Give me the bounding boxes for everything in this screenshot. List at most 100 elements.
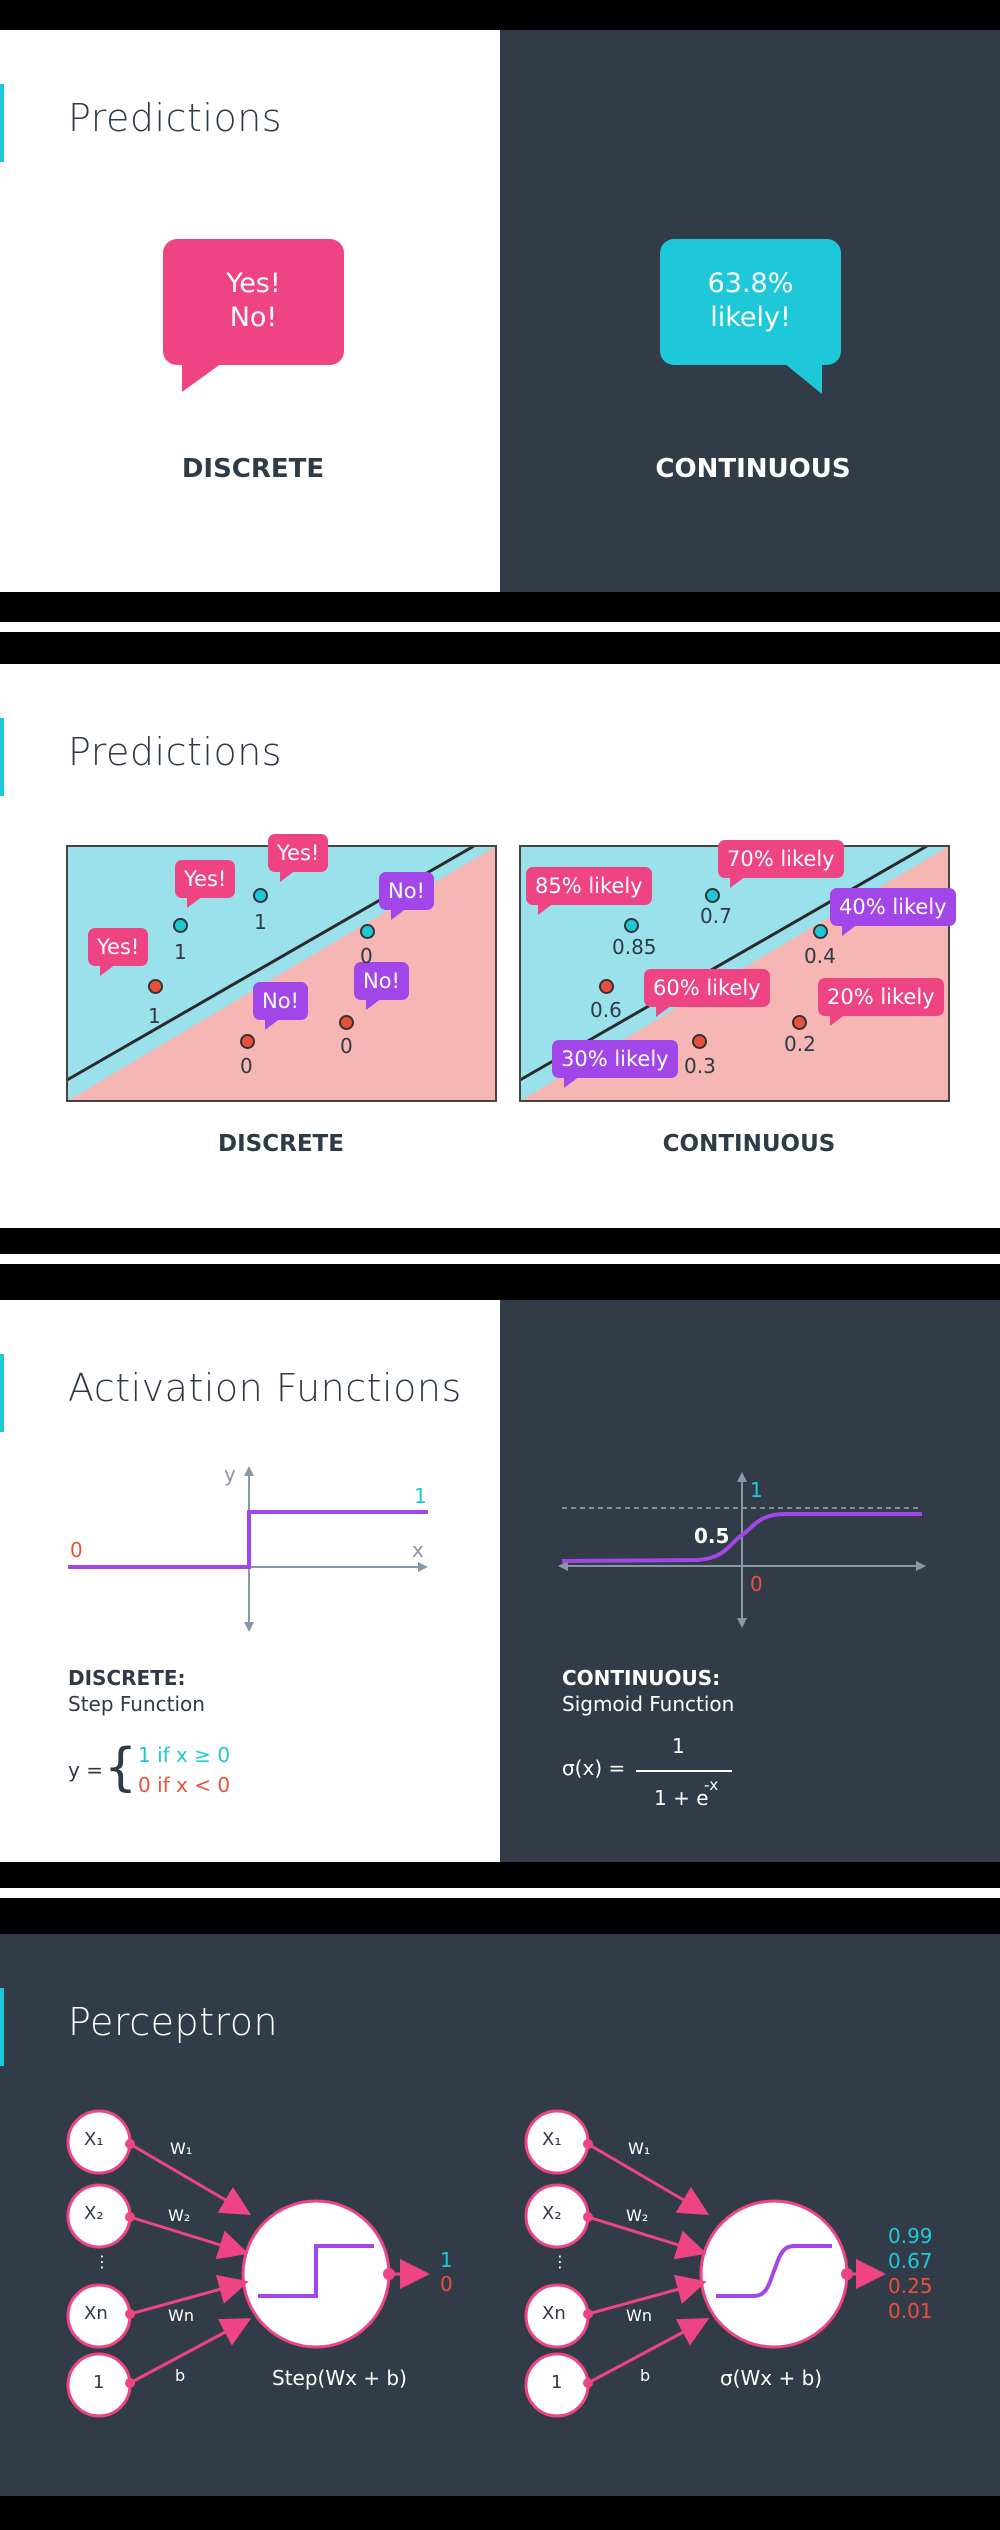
sigmoid-one-label: 1 (750, 1478, 763, 1502)
x-axis-arrow (916, 1561, 926, 1571)
bubble-line-yes: Yes! (226, 268, 281, 299)
discrete-label: DISCRETE (181, 454, 325, 484)
step-curve (68, 1510, 428, 1569)
data-point-label: 0.4 (804, 944, 836, 968)
title-accent-bar (0, 1354, 4, 1432)
continuous-bubble: 85% likely (526, 867, 652, 915)
data-point-label: 1 (174, 940, 187, 964)
output-dot (841, 2268, 853, 2280)
slide-predictions-1: Predictions Yes! No! DISCRETE 63.8% like… (0, 30, 1000, 592)
step-equation-lhs: y = (68, 1758, 103, 1782)
continuous-label: CONTINUOUS (662, 1131, 836, 1157)
step-zero-label: 0 (70, 1538, 83, 1562)
continuous-bubble: 30% likely (552, 1040, 678, 1088)
output-dot (383, 2268, 395, 2280)
data-point-label: 0 (240, 1054, 253, 1078)
discrete-bubble-yes: Yes! (175, 860, 236, 908)
sigmoid-half-label: 0.5 (694, 1524, 730, 1548)
sigmoid-equation-lhs: σ(x) = (562, 1756, 626, 1780)
page-title: Predictions (68, 96, 283, 140)
edge-b (587, 2318, 710, 2385)
edge-w1 (129, 2142, 252, 2216)
data-point-blue (813, 924, 828, 939)
edge-dot (125, 2309, 135, 2319)
data-point-label: 0.7 (700, 904, 732, 928)
step-equation-brace: { (104, 1738, 138, 1798)
edge-w2 (129, 2215, 249, 2260)
step-axis-x-label: x (412, 1538, 424, 1562)
data-point-label: 1 (254, 910, 267, 934)
perceptron-diagrams (66, 2109, 886, 2418)
continuous-label: CONTINUOUS (655, 454, 851, 484)
edge-wn (587, 2274, 707, 2316)
edge-wn (129, 2274, 249, 2316)
sigmoid-curve (561, 1512, 922, 1563)
page-title: Predictions (68, 730, 283, 774)
sigmoid-output-0: 0.99 (888, 2224, 933, 2248)
discrete-bubble-no: No! (354, 962, 409, 1010)
y-axis-arrow-down (737, 1618, 747, 1628)
bubble-line-percent: 63.8% (707, 268, 794, 299)
input-label-xn: Xn (84, 2303, 108, 2324)
divider-line (0, 1254, 1000, 1264)
weight-label-w2: W₂ (168, 2206, 191, 2225)
data-point-blue (253, 888, 268, 903)
page-title: Activation Functions (68, 1366, 462, 1410)
step-output-one: 1 (440, 2248, 453, 2272)
discrete-label: DISCRETE (218, 1131, 344, 1157)
data-point-red (792, 1015, 807, 1030)
weight-label-wn: Wn (626, 2306, 652, 2325)
title-accent-bar (0, 1988, 4, 2066)
data-point-red (240, 1034, 255, 1049)
data-point-red (692, 1034, 707, 1049)
x-axis-arrow (418, 1562, 428, 1572)
sigmoid-output-2: 0.25 (888, 2274, 933, 2298)
slide-predictions-2: Predictions Yes! Yes! Yes! No! No! No! 1… (0, 664, 1000, 1228)
continuous-subheading: Sigmoid Function (562, 1692, 735, 1716)
sigmoid-glyph (716, 2244, 832, 2298)
step-function-graph (68, 1466, 428, 1632)
bubble-line-likely: likely! (710, 302, 791, 333)
discrete-subheading: Step Function (68, 1692, 205, 1716)
weight-label-b: b (640, 2366, 651, 2385)
slide-activation-functions: Activation Functions y x 1 0 DISCRETE: S… (0, 1300, 1000, 1862)
sigmoid-function-graph (558, 1472, 926, 1628)
y-axis-arrow (737, 1472, 747, 1482)
weight-label-b: b (175, 2366, 186, 2385)
step-axis-y-label: y (224, 1462, 236, 1486)
step-perceptron (66, 2109, 430, 2418)
data-point-label: 0.85 (612, 935, 657, 959)
edge-w2 (587, 2215, 707, 2260)
data-point-label: 0.3 (684, 1054, 716, 1078)
step-glyph (258, 2244, 374, 2298)
edge-dot (125, 2378, 135, 2388)
edge-dot (583, 2309, 593, 2319)
slide-perceptron: Perceptron (0, 1934, 1000, 2496)
edge-dot (125, 2139, 135, 2149)
data-point-label: 0 (340, 1034, 353, 1058)
right-panel (500, 1300, 1000, 1862)
sigmoid-zero-label: 0 (750, 1572, 763, 1596)
discrete-bubble-no: No! (253, 982, 308, 1030)
y-axis-arrow (244, 1466, 254, 1476)
continuous-bubble: 40% likely (830, 888, 956, 936)
data-point-red (148, 979, 163, 994)
input-label-x2: X₂ (84, 2203, 104, 2224)
data-point-label: 1 (148, 1004, 161, 1028)
divider-line (0, 1888, 1000, 1898)
edge-dot (125, 2212, 135, 2222)
sigmoid-perceptron (524, 2109, 886, 2418)
continuous-bubble: 60% likely (644, 969, 770, 1017)
step-one-label: 1 (414, 1484, 427, 1508)
weight-label-w1: W₁ (628, 2139, 651, 2158)
input-ellipsis: ⋮ (552, 2252, 568, 2271)
continuous-bubble: 70% likely (718, 840, 844, 888)
discrete-speech-bubble: Yes! No! (163, 239, 344, 365)
input-label-x1: X₁ (542, 2129, 562, 2150)
continuous-speech-bubble: 63.8% likely! (660, 239, 841, 365)
data-point-blue (173, 918, 188, 933)
data-point-blue (705, 888, 720, 903)
edge-w1 (587, 2142, 710, 2216)
data-point-red (599, 979, 614, 994)
data-point-red (339, 1015, 354, 1030)
